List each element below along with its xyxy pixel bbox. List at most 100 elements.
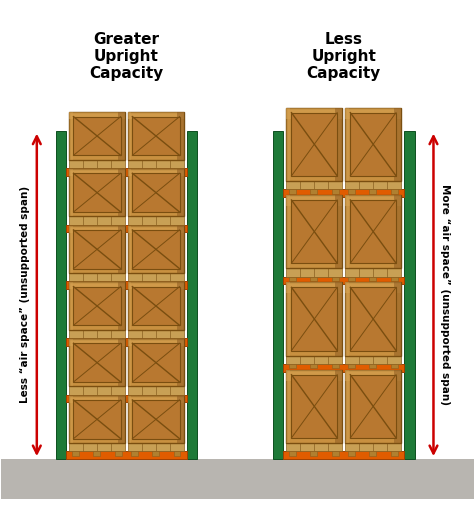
Bar xyxy=(128,443,184,451)
Bar xyxy=(283,189,404,197)
Bar xyxy=(69,339,73,386)
Bar xyxy=(133,230,180,269)
Bar xyxy=(289,277,296,281)
Bar xyxy=(128,169,184,216)
Bar xyxy=(74,230,121,269)
Bar xyxy=(69,169,73,216)
Bar xyxy=(74,400,121,439)
Bar xyxy=(345,195,349,268)
Bar xyxy=(345,268,401,277)
Bar xyxy=(283,451,404,459)
Bar xyxy=(174,338,180,342)
Bar xyxy=(286,356,342,364)
Bar xyxy=(292,287,337,350)
Bar xyxy=(177,339,184,386)
Bar xyxy=(128,282,184,289)
Bar xyxy=(128,113,184,159)
Bar xyxy=(311,189,317,194)
Bar xyxy=(348,451,355,456)
Bar xyxy=(348,364,355,368)
Bar xyxy=(128,216,184,225)
Bar xyxy=(93,168,100,173)
Bar xyxy=(152,225,159,229)
Bar xyxy=(69,216,125,225)
Bar xyxy=(74,117,121,155)
Bar xyxy=(345,195,401,206)
Bar xyxy=(273,131,283,459)
Bar xyxy=(394,370,401,443)
Bar xyxy=(72,451,79,456)
Bar xyxy=(152,451,159,456)
Bar xyxy=(391,277,398,281)
Bar xyxy=(128,396,184,403)
Bar xyxy=(177,226,184,273)
Bar xyxy=(128,386,184,394)
Bar xyxy=(69,396,73,443)
Bar xyxy=(177,169,184,216)
Bar xyxy=(115,338,122,342)
Bar xyxy=(72,281,79,286)
Text: Greater
Upright
Capacity: Greater Upright Capacity xyxy=(89,32,164,82)
Bar xyxy=(174,225,180,229)
Bar xyxy=(69,282,73,330)
Bar xyxy=(128,113,132,159)
Bar xyxy=(286,108,342,119)
Bar xyxy=(286,282,342,356)
Bar xyxy=(369,189,376,194)
Bar xyxy=(286,443,342,451)
Bar xyxy=(289,451,296,456)
Bar xyxy=(93,451,100,456)
Bar xyxy=(74,343,121,382)
Bar xyxy=(332,451,339,456)
Bar xyxy=(345,108,349,181)
Bar xyxy=(69,113,73,159)
Bar xyxy=(66,168,187,176)
Bar xyxy=(345,370,349,443)
Bar xyxy=(128,226,132,273)
Bar xyxy=(128,169,132,216)
Bar xyxy=(345,181,401,189)
Bar xyxy=(311,451,317,456)
Bar xyxy=(128,339,184,386)
Bar xyxy=(69,226,125,273)
Bar xyxy=(348,189,355,194)
Bar xyxy=(152,394,159,399)
Bar xyxy=(131,225,138,229)
Bar xyxy=(128,396,184,443)
Bar xyxy=(115,281,122,286)
Bar xyxy=(131,281,138,286)
Bar xyxy=(69,113,125,159)
Bar xyxy=(286,268,342,277)
Bar xyxy=(286,181,342,189)
Bar xyxy=(72,338,79,342)
Text: More “air space” (unsupported span): More “air space” (unsupported span) xyxy=(440,185,450,406)
Bar xyxy=(72,168,79,173)
Bar xyxy=(56,131,66,459)
Bar xyxy=(66,225,187,232)
Bar xyxy=(152,281,159,286)
Bar xyxy=(69,169,125,176)
Bar xyxy=(128,396,132,443)
Bar xyxy=(66,394,187,402)
Bar xyxy=(286,195,342,268)
Bar xyxy=(115,394,122,399)
Bar xyxy=(69,282,125,289)
Text: Less “air space” (unsupported span): Less “air space” (unsupported span) xyxy=(20,186,30,403)
Bar xyxy=(292,113,337,176)
Bar xyxy=(72,394,79,399)
Bar xyxy=(128,282,132,330)
Bar xyxy=(345,443,401,451)
Bar xyxy=(115,225,122,229)
Bar xyxy=(131,338,138,342)
Bar xyxy=(152,338,159,342)
Bar xyxy=(351,375,396,438)
Bar xyxy=(69,330,125,338)
Bar xyxy=(93,281,100,286)
Bar xyxy=(128,159,184,168)
Bar xyxy=(187,131,197,459)
Bar xyxy=(345,282,401,356)
Bar xyxy=(1,459,474,499)
Bar xyxy=(345,108,401,119)
Bar xyxy=(335,195,342,268)
Bar xyxy=(93,225,100,229)
